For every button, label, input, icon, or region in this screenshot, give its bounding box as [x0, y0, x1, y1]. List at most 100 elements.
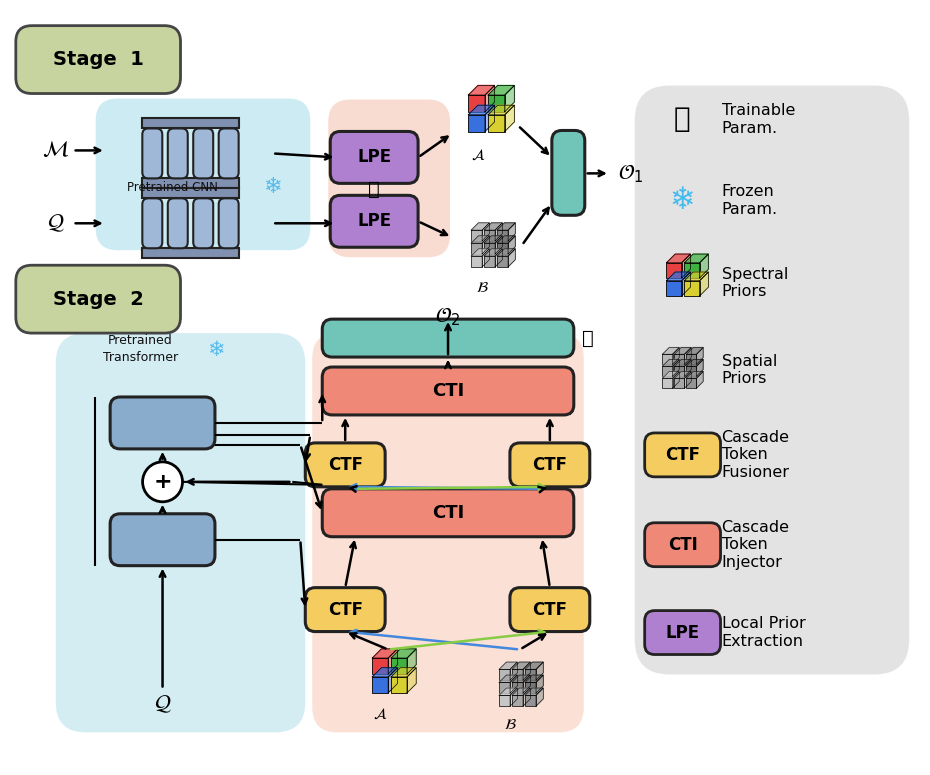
FancyBboxPatch shape: [110, 397, 215, 449]
FancyBboxPatch shape: [219, 129, 239, 178]
Bar: [142, 248, 239, 258]
Polygon shape: [498, 223, 515, 230]
Polygon shape: [372, 649, 397, 658]
Polygon shape: [672, 360, 679, 376]
Polygon shape: [472, 249, 489, 256]
Polygon shape: [512, 688, 530, 695]
Polygon shape: [388, 649, 397, 674]
Bar: [142, 178, 239, 188]
FancyBboxPatch shape: [167, 198, 188, 248]
Bar: [372, 658, 388, 674]
Bar: [499, 682, 510, 693]
FancyBboxPatch shape: [551, 130, 585, 215]
Text: $\mathcal{M}$: $\mathcal{M}$: [42, 140, 70, 160]
Bar: [667, 263, 682, 278]
FancyBboxPatch shape: [323, 319, 574, 357]
Polygon shape: [499, 675, 517, 682]
Text: CTF: CTF: [327, 456, 363, 474]
Text: $\mathcal{B}$: $\mathcal{B}$: [475, 280, 488, 294]
Polygon shape: [536, 688, 543, 706]
Bar: [674, 354, 684, 364]
Polygon shape: [472, 223, 489, 230]
Text: Pretrained: Pretrained: [108, 333, 173, 346]
FancyBboxPatch shape: [634, 85, 910, 674]
Text: CTI: CTI: [432, 504, 464, 522]
Bar: [488, 115, 505, 132]
Bar: [485, 243, 495, 254]
Text: CTF: CTF: [532, 456, 567, 474]
Bar: [525, 682, 536, 693]
Polygon shape: [372, 668, 397, 677]
Bar: [674, 367, 684, 376]
Bar: [525, 695, 536, 706]
Polygon shape: [674, 360, 691, 367]
Bar: [469, 95, 485, 112]
Polygon shape: [682, 272, 690, 296]
Polygon shape: [662, 371, 679, 378]
Polygon shape: [508, 249, 515, 267]
Polygon shape: [495, 236, 502, 254]
Polygon shape: [684, 347, 691, 364]
Polygon shape: [523, 688, 530, 706]
Text: Pretrained CNN: Pretrained CNN: [127, 181, 218, 194]
Text: CTI: CTI: [432, 382, 464, 400]
Text: Stage  1: Stage 1: [53, 50, 143, 69]
Text: Spectral
Priors: Spectral Priors: [722, 267, 788, 299]
Polygon shape: [499, 662, 517, 670]
FancyBboxPatch shape: [56, 333, 305, 732]
Polygon shape: [525, 688, 543, 695]
Polygon shape: [508, 236, 515, 254]
Bar: [499, 670, 510, 680]
Text: LPE: LPE: [357, 149, 392, 167]
Polygon shape: [488, 85, 514, 95]
Polygon shape: [523, 675, 530, 693]
FancyBboxPatch shape: [305, 443, 385, 487]
Text: Cascade
Token
Injector: Cascade Token Injector: [722, 520, 790, 570]
Text: ❄: ❄: [263, 177, 282, 198]
Text: LPE: LPE: [666, 624, 699, 642]
Polygon shape: [667, 272, 690, 281]
Bar: [512, 682, 523, 693]
Polygon shape: [407, 668, 417, 693]
FancyBboxPatch shape: [323, 489, 574, 537]
Text: Spatial
Priors: Spatial Priors: [722, 354, 777, 386]
FancyBboxPatch shape: [644, 433, 721, 477]
Polygon shape: [392, 668, 417, 677]
Bar: [142, 188, 239, 198]
Polygon shape: [697, 360, 703, 376]
FancyBboxPatch shape: [510, 587, 590, 632]
Polygon shape: [662, 347, 679, 354]
Text: CTF: CTF: [532, 601, 567, 618]
Text: Trainable
Param.: Trainable Param.: [722, 103, 795, 136]
Text: $\mathcal{O}_2$: $\mathcal{O}_2$: [435, 306, 460, 329]
Polygon shape: [525, 675, 543, 682]
Bar: [498, 256, 508, 267]
Bar: [667, 281, 682, 296]
Text: Local Prior
Extraction: Local Prior Extraction: [722, 616, 805, 649]
Text: Stage  2: Stage 2: [53, 290, 143, 308]
FancyBboxPatch shape: [330, 132, 418, 184]
Bar: [472, 256, 482, 267]
Polygon shape: [510, 662, 517, 680]
Polygon shape: [699, 254, 709, 278]
Text: LPE: LPE: [357, 212, 392, 230]
Polygon shape: [686, 371, 703, 378]
Polygon shape: [684, 371, 691, 388]
Polygon shape: [505, 105, 514, 132]
Bar: [662, 378, 672, 388]
Polygon shape: [686, 347, 703, 354]
FancyBboxPatch shape: [305, 587, 385, 632]
Polygon shape: [407, 649, 417, 674]
Text: Cascade
Token
Fusioner: Cascade Token Fusioner: [722, 430, 790, 480]
Polygon shape: [697, 347, 703, 364]
FancyBboxPatch shape: [16, 26, 180, 94]
Polygon shape: [525, 662, 543, 670]
Bar: [512, 695, 523, 706]
Polygon shape: [684, 360, 691, 376]
Bar: [469, 115, 485, 132]
Text: 🔥: 🔥: [582, 329, 593, 348]
Polygon shape: [498, 236, 515, 243]
Text: CTF: CTF: [665, 446, 700, 464]
Text: CTI: CTI: [668, 536, 698, 553]
Polygon shape: [684, 272, 709, 281]
